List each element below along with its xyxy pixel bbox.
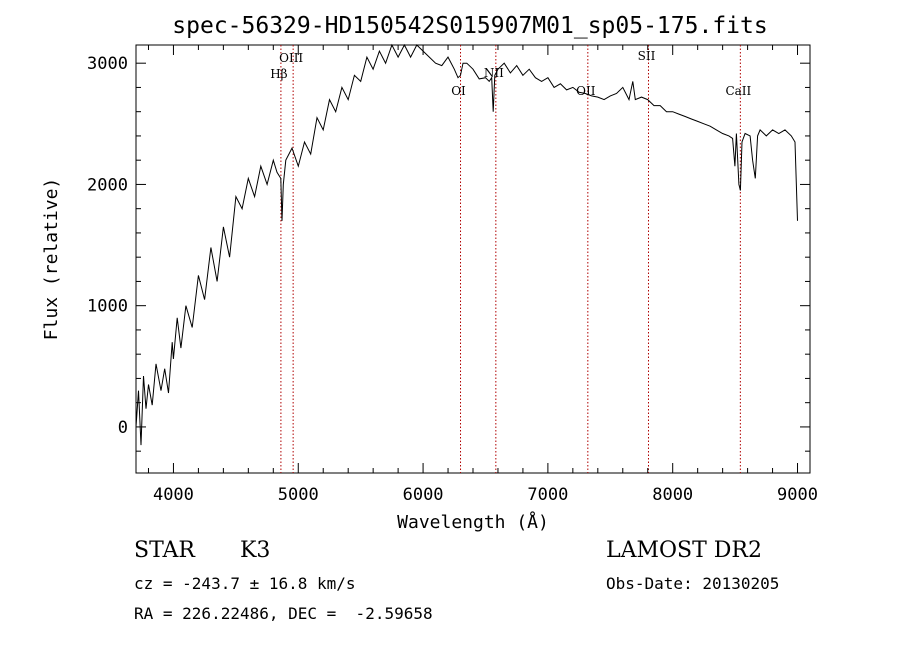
y-tick-label: 3000 (87, 54, 128, 74)
line-label: Hβ (270, 67, 287, 81)
plot-frame (135, 44, 811, 474)
line-label: CaII (725, 84, 751, 98)
line-label: OII (576, 84, 596, 98)
y-tick-label: 2000 (87, 175, 128, 195)
emission-line-markers: Hβ OIII OI NII OII SII CaII (270, 45, 752, 473)
x-tick-label: 7000 (527, 485, 568, 505)
survey-name: LAMOST DR2 (606, 538, 762, 563)
line-label: NII (484, 66, 504, 80)
coordinates: RA = 226.22486, DEC = -2.59658 (134, 604, 433, 623)
spectrum-line (135, 43, 798, 446)
spectral-subclass: K3 (240, 538, 271, 563)
x-tick-label: 6000 (403, 485, 444, 505)
object-type: STAR (134, 538, 195, 563)
y-tick-label: 1000 (87, 297, 128, 317)
x-axis-label: Wavelength (Å) (397, 511, 549, 533)
x-tick-label: 9000 (777, 485, 818, 505)
redshift-value: cz = -243.7 ± 16.8 km/s (134, 574, 356, 593)
line-label: OI (451, 84, 466, 98)
observation-date: Obs-Date: 20130205 (606, 574, 780, 593)
x-tick-label: 4000 (153, 485, 194, 505)
y-axis-label: Flux (relative) (41, 178, 62, 341)
x-tick-label: 8000 (652, 485, 693, 505)
line-label: SII (638, 49, 656, 63)
line-label: OIII (279, 51, 303, 65)
chart-title: spec-56329-HD150542S015907M01_sp05-175.f… (172, 13, 767, 39)
y-tick-label: 0 (118, 418, 128, 438)
axis-ticks: 4000 5000 6000 7000 8000 9000 0 1000 2000 3000 (87, 45, 818, 505)
x-tick-label: 5000 (278, 485, 319, 505)
